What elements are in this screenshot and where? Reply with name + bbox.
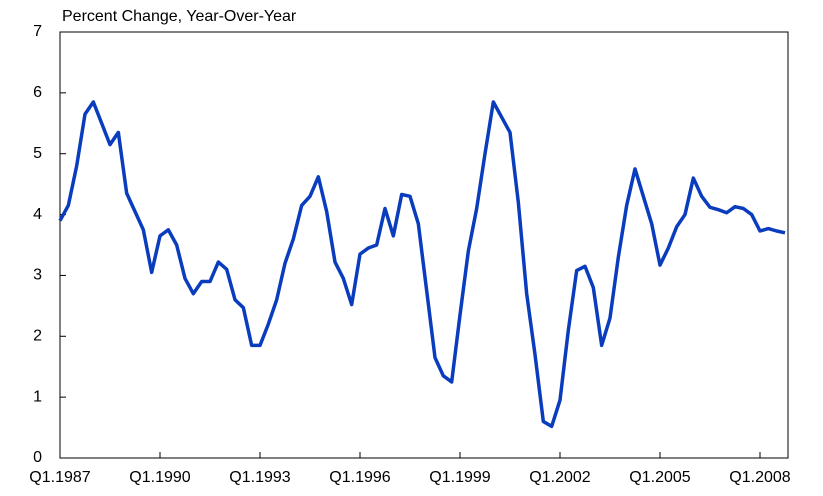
y-tick-label: 7 xyxy=(33,23,42,40)
y-tick-label: 0 xyxy=(33,449,42,466)
x-tick-label: Q1.1990 xyxy=(129,469,190,486)
data-line xyxy=(58,100,786,429)
y-tick-label: 5 xyxy=(33,145,42,162)
y-tick-label: 6 xyxy=(33,84,42,101)
x-tick-label: Q1.1987 xyxy=(29,469,90,486)
x-tick-label: Q1.2008 xyxy=(729,469,790,486)
x-tick-label: Q1.2002 xyxy=(529,469,590,486)
chart-title: Percent Change, Year-Over-Year xyxy=(62,8,297,25)
x-tick-label: Q1.1996 xyxy=(329,469,390,486)
y-tick-label: 1 xyxy=(33,388,42,405)
y-tick-label: 2 xyxy=(33,328,42,345)
x-tick-label: Q1.2005 xyxy=(629,469,690,486)
y-tick-label: 4 xyxy=(33,206,42,223)
x-tick-label: Q1.1999 xyxy=(429,469,490,486)
x-tick-label: Q1.1993 xyxy=(229,469,290,486)
y-tick-label: 3 xyxy=(33,267,42,284)
plot-frame xyxy=(59,31,789,459)
